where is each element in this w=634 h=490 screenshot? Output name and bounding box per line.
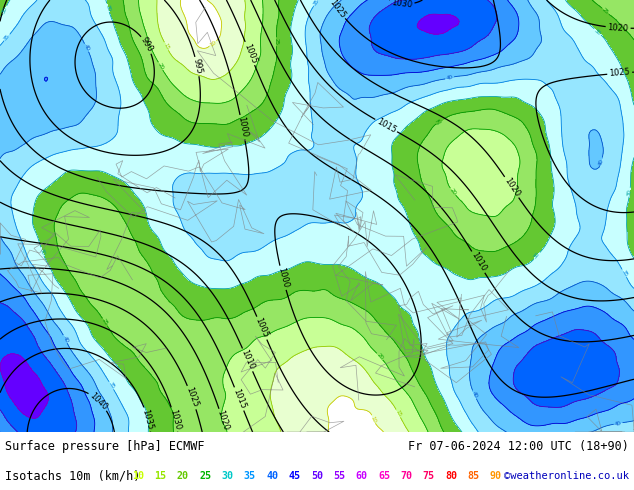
Text: 35: 35 [243, 470, 256, 481]
Text: 1025: 1025 [609, 68, 631, 78]
Text: 1020: 1020 [607, 23, 629, 33]
Text: 1020: 1020 [502, 176, 521, 198]
Text: 30: 30 [533, 251, 541, 260]
Text: 15: 15 [394, 409, 402, 417]
Text: 30: 30 [39, 247, 46, 256]
Text: 15: 15 [154, 470, 166, 481]
Text: 25: 25 [436, 118, 444, 125]
Text: 40: 40 [471, 391, 478, 399]
Text: 75: 75 [423, 470, 435, 481]
Text: 10: 10 [209, 39, 217, 48]
Text: 65: 65 [378, 470, 390, 481]
Text: 80: 80 [445, 470, 457, 481]
Text: 30: 30 [105, 3, 112, 12]
Text: 1030: 1030 [168, 408, 182, 431]
Text: 90: 90 [490, 470, 502, 481]
Text: 25: 25 [199, 470, 211, 481]
Text: 30: 30 [627, 189, 633, 196]
Text: 35: 35 [312, 0, 320, 7]
Text: ©weatheronline.co.uk: ©weatheronline.co.uk [504, 470, 629, 481]
Text: 30: 30 [221, 470, 233, 481]
Text: Isotachs 10m (km/h): Isotachs 10m (km/h) [5, 469, 141, 482]
Text: 30: 30 [1, 6, 8, 14]
Text: 10: 10 [132, 470, 144, 481]
Text: 20: 20 [449, 187, 457, 196]
Text: 25: 25 [101, 318, 109, 326]
Text: 35: 35 [620, 269, 628, 277]
Text: 10: 10 [370, 415, 377, 423]
Text: 1040: 1040 [88, 391, 109, 412]
Text: 990: 990 [139, 36, 155, 54]
Text: 20: 20 [177, 470, 189, 481]
Text: 40: 40 [82, 44, 90, 52]
Text: 35: 35 [107, 381, 115, 390]
Text: 45: 45 [288, 470, 301, 481]
Text: 20: 20 [375, 352, 384, 361]
Text: 1010: 1010 [469, 251, 488, 273]
Text: 50: 50 [311, 470, 323, 481]
Text: Fr 07-06-2024 12:00 UTC (18+90): Fr 07-06-2024 12:00 UTC (18+90) [408, 440, 629, 453]
Text: 995: 995 [191, 58, 204, 75]
Text: Surface pressure [hPa] ECMWF: Surface pressure [hPa] ECMWF [5, 440, 205, 453]
Text: 1025: 1025 [328, 0, 347, 20]
Text: 1025: 1025 [184, 386, 200, 409]
Text: 85: 85 [467, 470, 479, 481]
Text: 1010: 1010 [239, 348, 256, 371]
Text: 40: 40 [598, 158, 605, 166]
Text: 1035: 1035 [141, 408, 155, 431]
Text: 1000: 1000 [236, 116, 249, 138]
Text: 1000: 1000 [276, 267, 290, 289]
Text: 40: 40 [446, 74, 454, 81]
Text: 20: 20 [157, 62, 164, 71]
Text: 40: 40 [266, 470, 278, 481]
Text: 1015: 1015 [375, 117, 398, 135]
Text: 35: 35 [3, 33, 11, 42]
Text: 1030: 1030 [391, 0, 413, 9]
Text: 25: 25 [274, 38, 279, 45]
Text: 1005: 1005 [242, 42, 258, 65]
Text: 40: 40 [614, 420, 622, 426]
Text: 30: 30 [593, 27, 602, 36]
Text: 1020: 1020 [216, 409, 230, 432]
Text: 1015: 1015 [231, 388, 247, 410]
Text: 55: 55 [333, 470, 346, 481]
Text: 15: 15 [162, 42, 170, 50]
Text: 25: 25 [601, 7, 610, 16]
Text: 40: 40 [61, 335, 69, 343]
Text: 1005: 1005 [254, 317, 270, 340]
Text: 70: 70 [401, 470, 412, 481]
Text: 60: 60 [356, 470, 368, 481]
